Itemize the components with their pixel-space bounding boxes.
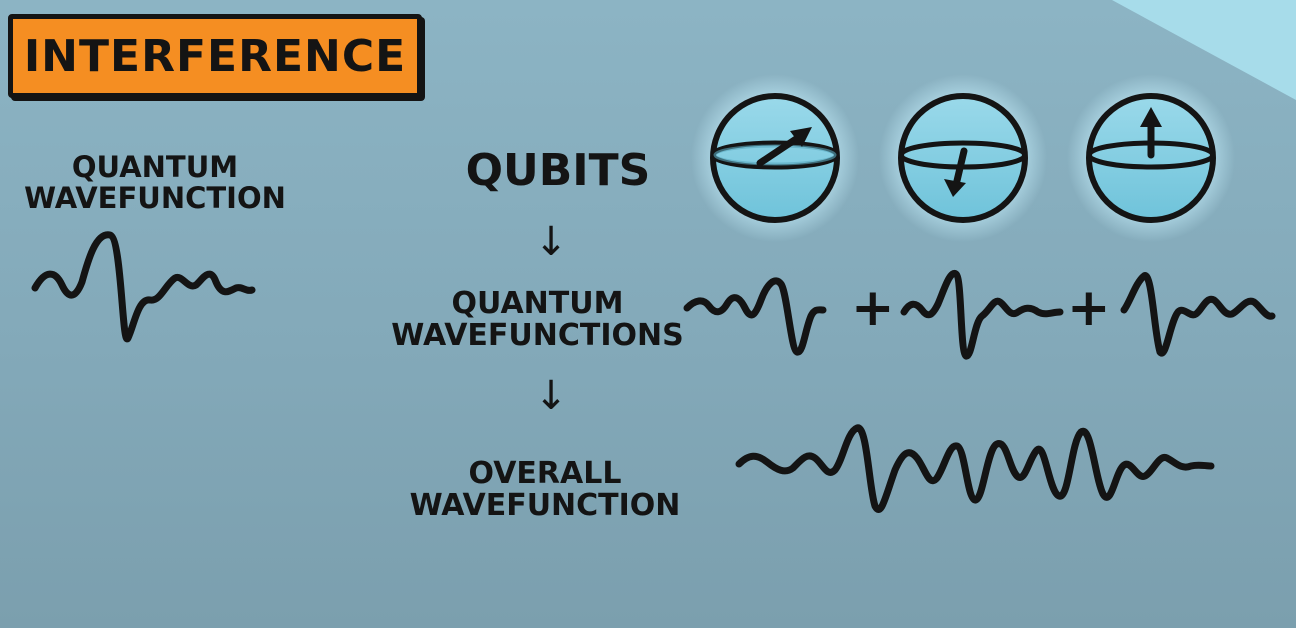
qubit-sphere-icon bbox=[1067, 74, 1235, 242]
qubit-sphere-icon bbox=[879, 74, 1047, 242]
component-wavefunction-wave bbox=[900, 270, 1064, 360]
down-arrow-icon: ↓ bbox=[534, 219, 568, 265]
single-wavefunction-label-line1: QUANTUM bbox=[71, 150, 239, 184]
single-wavefunction-label: QUANTUM WAVEFUNCTION bbox=[20, 150, 290, 216]
down-arrow-icon: ↓ bbox=[534, 373, 568, 419]
plus-icon: + bbox=[1067, 278, 1111, 338]
overall-wavefunction-label-line2: WAVEFUNCTION bbox=[409, 488, 681, 524]
page-title: INTERFERENCE bbox=[23, 30, 407, 82]
overall-wavefunction-wave bbox=[735, 424, 1215, 513]
overall-wavefunction-label-line1: OVERALL bbox=[468, 456, 622, 491]
qubits-label: QUBITS bbox=[465, 145, 651, 196]
title-banner: INTERFERENCE bbox=[8, 14, 422, 98]
quantum-wavefunctions-label-line1: QUANTUM bbox=[451, 286, 624, 321]
component-wavefunction-wave bbox=[683, 277, 827, 356]
single-wavefunction-label-line2: WAVEFUNCTION bbox=[24, 181, 286, 216]
plus-icon: + bbox=[851, 278, 895, 338]
single-wavefunction-wave bbox=[31, 231, 256, 343]
quantum-wavefunctions-label: QUANTUM WAVEFUNCTIONS bbox=[380, 286, 695, 354]
component-wavefunction-wave bbox=[1120, 272, 1276, 357]
quantum-wavefunctions-label-line2: WAVEFUNCTIONS bbox=[391, 318, 684, 354]
qubit-sphere-icon bbox=[691, 74, 859, 242]
overall-wavefunction-label: OVERALL WAVEFUNCTION bbox=[395, 456, 695, 524]
